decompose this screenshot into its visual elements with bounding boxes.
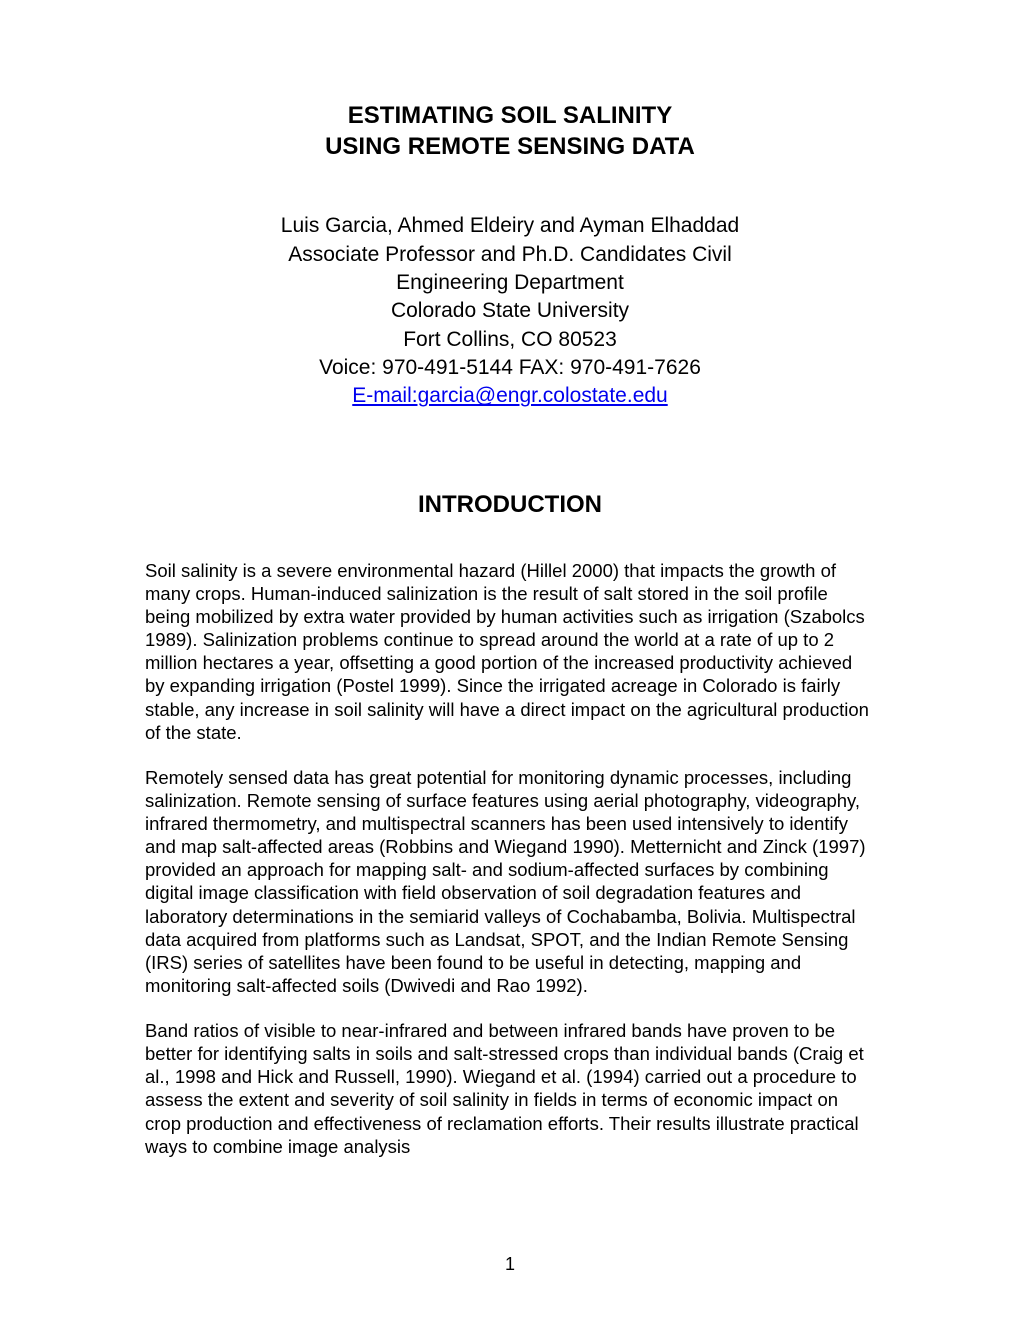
section-heading: INTRODUCTION <box>145 491 875 519</box>
page-number: 1 <box>0 1254 1020 1275</box>
author-university: Colorado State University <box>145 297 875 325</box>
author-affiliation-1: Associate Professor and Ph.D. Candidates… <box>145 241 875 269</box>
body-paragraph-3: Band ratios of visible to near-infrared … <box>145 1019 875 1158</box>
author-email-line: E-mail:garcia@engr.colostate.edu <box>145 382 875 410</box>
body-paragraph-2: Remotely sensed data has great potential… <box>145 766 875 997</box>
body-paragraph-1: Soil salinity is a severe environmental … <box>145 559 875 744</box>
author-contact: Voice: 970-491-5144 FAX: 970-491-7626 <box>145 354 875 382</box>
title-line-2: USING REMOTE SENSING DATA <box>145 131 875 162</box>
title-line-1: ESTIMATING SOIL SALINITY <box>145 100 875 131</box>
author-affiliation-2: Engineering Department <box>145 269 875 297</box>
author-names: Luis Garcia, Ahmed Eldeiry and Ayman Elh… <box>145 212 875 240</box>
email-link[interactable]: E-mail:garcia@engr.colostate.edu <box>352 384 667 407</box>
author-location: Fort Collins, CO 80523 <box>145 326 875 354</box>
author-block: Luis Garcia, Ahmed Eldeiry and Ayman Elh… <box>145 212 875 410</box>
title-block: ESTIMATING SOIL SALINITY USING REMOTE SE… <box>145 100 875 162</box>
